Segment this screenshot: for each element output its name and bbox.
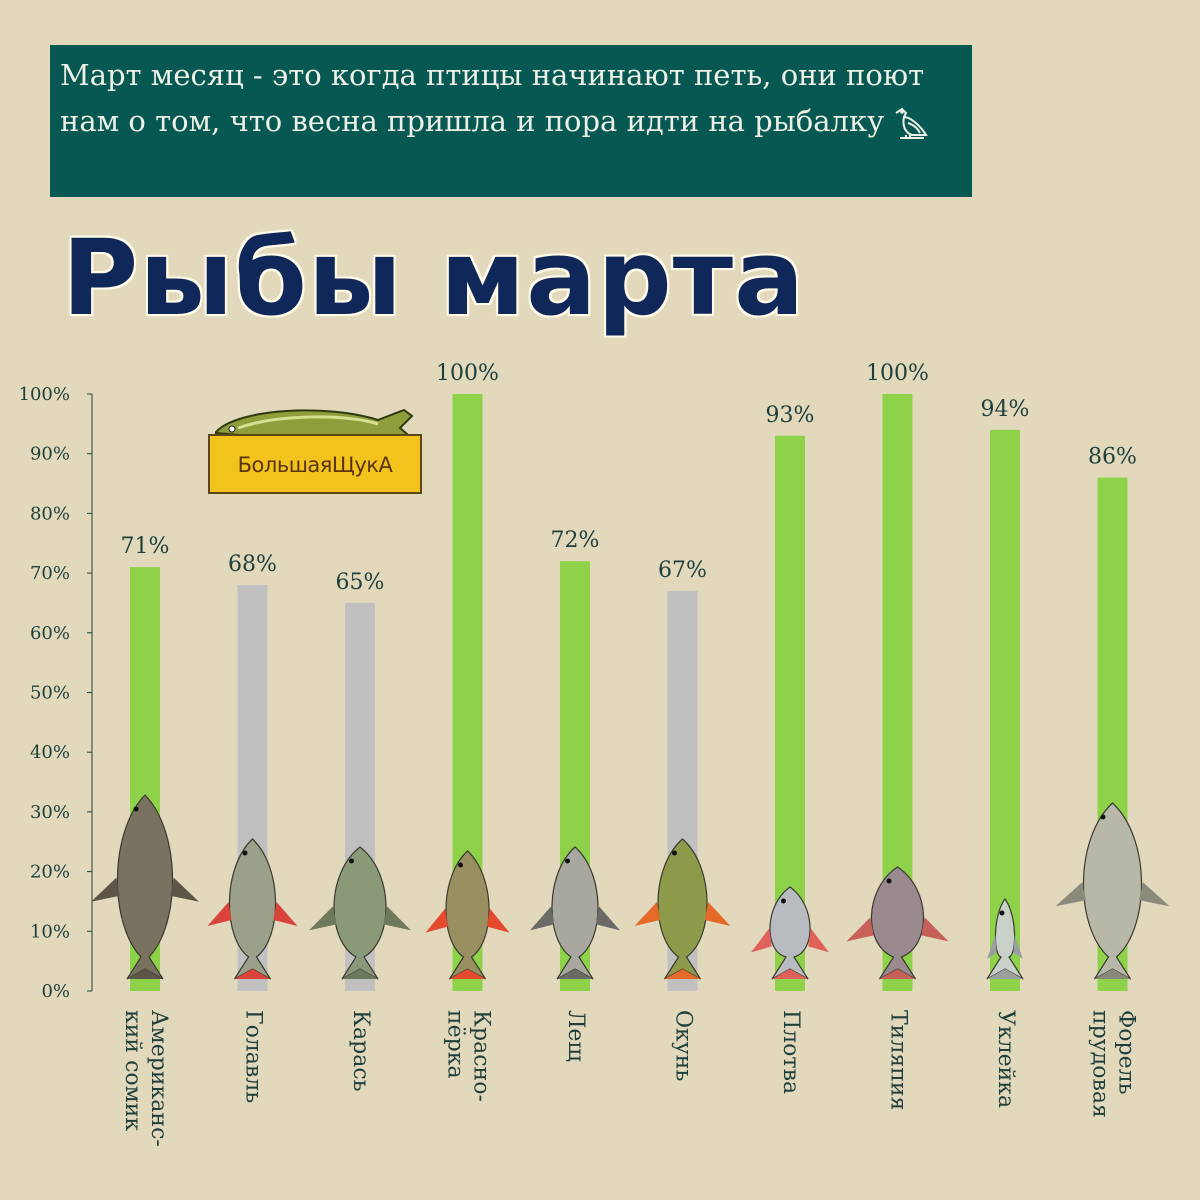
category-label: кий сомик [120, 1010, 145, 1131]
intro-text: Март месяц - это когда птицы начинают пе… [60, 58, 925, 138]
bleak-icon [986, 897, 1024, 980]
y-tick-label: 30% [30, 802, 70, 823]
category-label: Уклейка [993, 1010, 1018, 1108]
intro-banner: Март месяц - это когда птицы начинают пе… [50, 45, 972, 197]
rudd-icon [425, 850, 510, 980]
value-label: 65% [336, 570, 385, 595]
y-tick-label: 60% [30, 623, 70, 644]
y-tick-label: 70% [30, 563, 70, 584]
catfish-icon [91, 794, 199, 980]
value-label: 86% [1088, 445, 1137, 470]
category-label: Карась [348, 1010, 373, 1092]
value-label: 72% [551, 528, 600, 553]
value-label: 68% [228, 552, 277, 577]
bird-icon [890, 105, 930, 152]
category-label: Лещ [563, 1010, 588, 1062]
category-label: Голавль [241, 1010, 266, 1103]
value-label: 93% [766, 403, 815, 428]
category-label: Тиляпия [886, 1010, 911, 1110]
chub-icon [207, 838, 298, 980]
bream-icon [530, 846, 620, 980]
category-label: Американс- [146, 1010, 171, 1147]
y-tick-label: 10% [30, 921, 70, 942]
y-tick-label: 100% [19, 384, 70, 405]
crucian-icon [309, 846, 411, 980]
category-label: пёрка [443, 1010, 468, 1079]
y-tick-label: 50% [30, 683, 70, 704]
y-tick-label: 20% [30, 862, 70, 883]
value-label: 100% [436, 361, 499, 386]
y-tick-label: 0% [41, 981, 70, 1002]
roach-icon [751, 886, 829, 980]
logo-text: БольшаяЩукА [237, 453, 393, 477]
category-label: Форель [1114, 1010, 1139, 1095]
page-title: Рыбы марта [62, 217, 806, 339]
category-label: прудовая [1088, 1010, 1113, 1118]
y-tick-label: 80% [30, 503, 70, 524]
value-label: 71% [121, 534, 170, 559]
y-tick-label: 90% [30, 444, 70, 465]
perch-icon [634, 838, 731, 980]
value-label: 94% [981, 397, 1030, 422]
category-label: Плотва [778, 1010, 803, 1094]
value-label: 100% [866, 361, 929, 386]
category-label: Красно- [469, 1010, 494, 1102]
y-tick-label: 40% [30, 742, 70, 763]
brand-logo: БольшаяЩукА [208, 402, 422, 496]
value-label: 67% [658, 558, 707, 583]
trout-icon [1055, 802, 1170, 980]
tilapia-icon [846, 866, 949, 980]
bar-9 [990, 429, 1020, 991]
category-label: Окунь [671, 1010, 696, 1081]
